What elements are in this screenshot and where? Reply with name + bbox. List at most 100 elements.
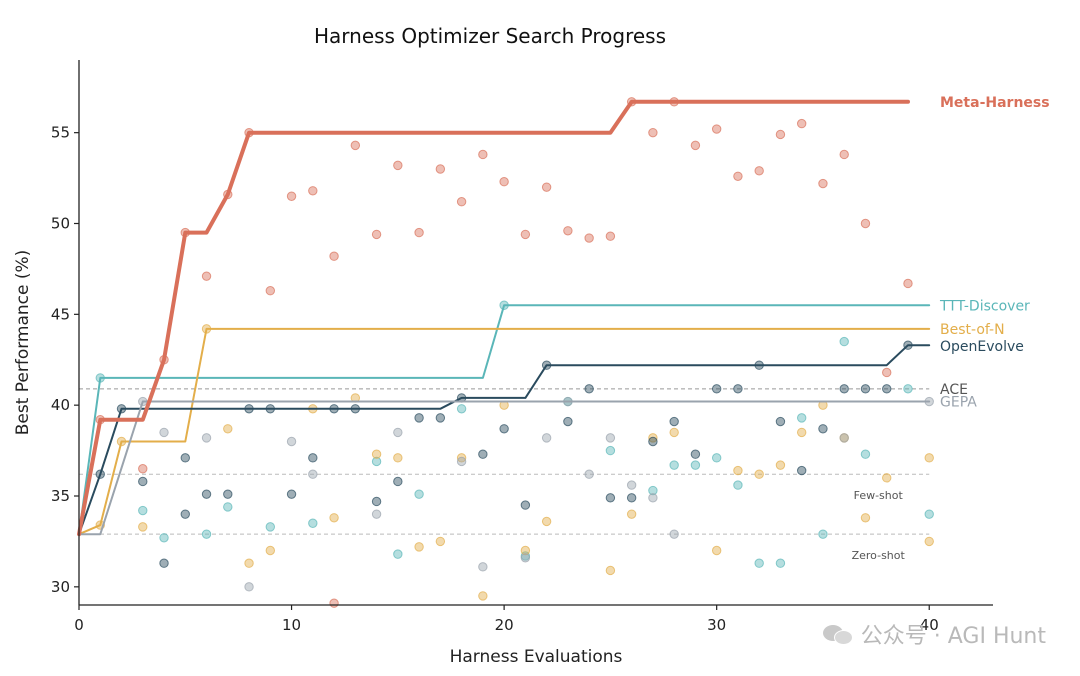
- point-ttt-discover-6: [308, 518, 318, 528]
- point-meta-harness-21: [541, 182, 552, 192]
- point-best-of-n-26: [775, 460, 786, 470]
- point-meta-harness-14: [393, 160, 403, 171]
- line-openevolve: [78, 344, 931, 536]
- point-gepa-3: [244, 582, 254, 592]
- point-openevolve-2: [138, 476, 148, 487]
- point-openevolve-20: [499, 424, 509, 434]
- wechat-icon: [822, 623, 853, 645]
- point-meta-harness-20: [520, 229, 531, 240]
- point-best-of-n-23: [711, 545, 722, 556]
- point-openevolve-17: [435, 413, 446, 423]
- point-meta-harness-18: [478, 149, 488, 160]
- point-ttt-discover-24: [839, 336, 849, 347]
- point-openevolve-35: [818, 424, 828, 434]
- point-meta-harness-9: [308, 186, 318, 196]
- point-best-of-n-18: [541, 516, 552, 527]
- series-label-best-of-n: Best-of-N: [940, 322, 1005, 338]
- point-openevolve-28: [669, 416, 679, 427]
- series-labels: Meta-Harness TTT-Discover Best-of-NOpenEvo…: [939, 95, 1050, 411]
- point-meta-harness-26: [648, 127, 658, 138]
- point-openevolve-3: [159, 558, 169, 568]
- point-gepa-16: [648, 493, 658, 503]
- x-tick-label-20: 20: [495, 616, 514, 634]
- point-best-of-n-33: [924, 536, 934, 547]
- point-best-of-n-13: [435, 536, 446, 547]
- point-meta-harness-35: [839, 149, 849, 160]
- point-best-of-n-11: [393, 453, 403, 463]
- point-ttt-discover-10: [456, 404, 467, 414]
- scatter-points: [95, 97, 934, 608]
- point-best-of-n-2: [138, 522, 148, 532]
- point-gepa-5: [308, 469, 318, 479]
- reference-label-few-shot: Few-shot: [854, 489, 904, 502]
- y-tick-label-40: 40: [51, 396, 70, 414]
- point-gepa-13: [584, 469, 594, 479]
- point-gepa-1: [159, 427, 169, 438]
- y-tick-label-35: 35: [51, 487, 70, 505]
- y-tick-label-45: 45: [51, 305, 70, 323]
- point-meta-harness-12: [350, 140, 361, 151]
- point-meta-harness-22: [563, 226, 573, 236]
- point-gepa-10: [520, 553, 531, 563]
- point-openevolve-38: [882, 384, 892, 394]
- point-ttt-discover-1: [138, 505, 148, 516]
- point-openevolve-24: [584, 384, 594, 394]
- point-openevolve-25: [605, 493, 616, 503]
- point-openevolve-19: [478, 449, 488, 459]
- point-best-of-n-10: [371, 449, 382, 459]
- point-best-of-n-15: [478, 591, 488, 601]
- point-openevolve-15: [393, 476, 403, 487]
- point-ttt-discover-26: [903, 384, 913, 394]
- line-best-of-n: [78, 327, 931, 536]
- point-ttt-discover-14: [605, 445, 616, 456]
- point-best-of-n-17: [520, 545, 531, 556]
- point-best-of-n-22: [669, 427, 679, 438]
- point-openevolve-21: [520, 500, 531, 510]
- point-best-of-n-14: [456, 453, 467, 463]
- point-best-of-n-5: [244, 558, 254, 568]
- point-meta-harness-33: [796, 118, 807, 129]
- point-ttt-discover-17: [690, 460, 701, 470]
- point-best-of-n-25: [754, 469, 764, 479]
- x-tick-label-10: 10: [282, 616, 301, 634]
- point-meta-harness-11: [329, 598, 339, 608]
- line-gepa: [78, 400, 931, 536]
- point-meta-harness-1: [138, 464, 148, 474]
- point-gepa-6: [371, 509, 382, 519]
- point-openevolve-33: [775, 416, 786, 427]
- x-tick-label-40: 40: [920, 616, 939, 634]
- point-openevolve-36: [839, 384, 849, 394]
- series-lines: [77, 99, 931, 537]
- point-ttt-discover-16: [669, 460, 679, 470]
- y-axis-label: Best Performance (%): [13, 250, 33, 436]
- point-best-of-n-21: [648, 433, 658, 443]
- point-gepa-7: [393, 427, 403, 438]
- point-ttt-discover-5: [265, 522, 276, 532]
- point-openevolve-26: [626, 493, 637, 503]
- point-openevolve-5: [180, 453, 190, 463]
- point-openevolve-27: [648, 436, 658, 447]
- point-gepa-14: [605, 433, 616, 443]
- y-tick-label-30: 30: [51, 578, 70, 596]
- point-meta-harness-16: [435, 164, 446, 174]
- point-meta-harness-32: [775, 129, 786, 140]
- point-meta-harness-23: [584, 233, 594, 243]
- point-best-of-n-12: [414, 542, 424, 552]
- watermark-text: 公众号 · AGI Hunt: [860, 624, 1046, 649]
- point-ttt-discover-20: [754, 558, 764, 568]
- point-ttt-discover-25: [860, 449, 871, 459]
- point-meta-harness-19: [499, 177, 509, 187]
- x-tick-label-0: 0: [74, 616, 84, 634]
- axes: 0 10 20 30 40 30 35 40 45 50 55: [51, 60, 993, 634]
- series-label-meta-harness: Meta-Harness: [940, 95, 1050, 111]
- point-gepa-8: [456, 456, 467, 467]
- point-ttt-discover-8: [393, 549, 403, 559]
- point-openevolve-29: [690, 449, 701, 459]
- point-meta-harness-10: [329, 251, 339, 261]
- point-gepa-17: [669, 529, 679, 539]
- point-ttt-discover-19: [733, 480, 743, 490]
- point-openevolve-31: [733, 384, 743, 394]
- point-best-of-n-24: [733, 465, 743, 476]
- y-tick-label-55: 55: [51, 124, 70, 142]
